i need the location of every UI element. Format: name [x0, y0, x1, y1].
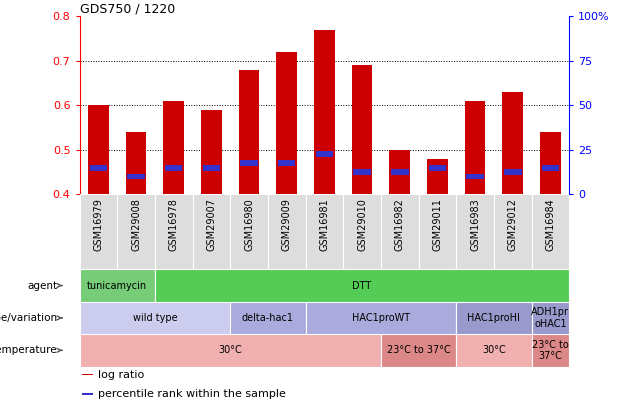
Bar [381, 334, 456, 367]
Bar [193, 194, 230, 269]
Bar [238, 70, 259, 194]
Bar [80, 269, 155, 302]
Bar [532, 302, 569, 334]
Bar [155, 269, 569, 302]
Bar [314, 30, 335, 194]
Bar [165, 165, 183, 171]
Text: 30°C: 30°C [218, 345, 242, 355]
Bar [429, 165, 446, 171]
Bar [126, 132, 146, 194]
Bar [127, 174, 145, 179]
Bar [117, 194, 155, 269]
Bar [155, 194, 193, 269]
Text: GSM29009: GSM29009 [282, 198, 292, 251]
Bar [201, 110, 222, 194]
Bar [276, 52, 297, 194]
Text: GSM16982: GSM16982 [395, 198, 404, 251]
Bar [540, 132, 561, 194]
Bar [532, 334, 569, 367]
Bar [80, 334, 381, 367]
Bar [80, 302, 230, 334]
Bar [504, 169, 522, 175]
Bar [381, 194, 418, 269]
Bar [90, 165, 107, 171]
Bar [502, 92, 523, 194]
Text: genotype/variation: genotype/variation [0, 313, 57, 323]
Text: ADH1pr
oHAC1: ADH1pr oHAC1 [532, 307, 569, 329]
Bar [466, 174, 484, 179]
Text: 30°C: 30°C [482, 345, 506, 355]
Bar [315, 151, 333, 157]
Bar [278, 160, 296, 166]
Bar [465, 101, 485, 194]
Text: DTT: DTT [352, 281, 371, 290]
Text: log ratio: log ratio [98, 370, 144, 380]
Text: GSM29008: GSM29008 [131, 198, 141, 251]
Text: GSM29010: GSM29010 [357, 198, 367, 251]
Bar [202, 165, 220, 171]
Text: percentile rank within the sample: percentile rank within the sample [98, 389, 286, 399]
Bar [305, 194, 343, 269]
Bar [456, 302, 532, 334]
Bar [418, 194, 456, 269]
Bar [391, 169, 408, 175]
Text: GSM29012: GSM29012 [508, 198, 518, 251]
Bar [456, 334, 532, 367]
Bar [82, 374, 93, 375]
Bar [427, 159, 448, 194]
Bar [163, 101, 184, 194]
Bar [268, 194, 305, 269]
Bar [88, 105, 109, 194]
Bar [494, 194, 532, 269]
Bar [230, 302, 305, 334]
Bar [343, 194, 381, 269]
Bar [80, 194, 117, 269]
Text: agent: agent [27, 281, 57, 290]
Bar [389, 150, 410, 194]
Text: GSM16978: GSM16978 [169, 198, 179, 251]
Bar [305, 302, 456, 334]
Text: HAC1proHI: HAC1proHI [467, 313, 520, 323]
Text: GSM29007: GSM29007 [206, 198, 216, 251]
Text: wild type: wild type [132, 313, 177, 323]
Bar [456, 194, 494, 269]
Text: GSM29011: GSM29011 [432, 198, 443, 251]
Text: temperature: temperature [0, 345, 57, 355]
Bar [532, 194, 569, 269]
Bar [542, 165, 559, 171]
Text: 23°C to 37°C: 23°C to 37°C [387, 345, 450, 355]
Text: tunicamycin: tunicamycin [87, 281, 147, 290]
Bar [82, 393, 93, 394]
Text: GDS750 / 1220: GDS750 / 1220 [80, 2, 175, 15]
Text: HAC1proWT: HAC1proWT [352, 313, 410, 323]
Bar [352, 65, 373, 194]
Text: GSM16980: GSM16980 [244, 198, 254, 251]
Bar [230, 194, 268, 269]
Text: GSM16983: GSM16983 [470, 198, 480, 251]
Text: delta-hac1: delta-hac1 [242, 313, 294, 323]
Text: 23°C to
37°C: 23°C to 37°C [532, 339, 569, 361]
Text: GSM16981: GSM16981 [319, 198, 329, 251]
Bar [353, 169, 371, 175]
Text: GSM16979: GSM16979 [93, 198, 103, 251]
Text: GSM16984: GSM16984 [546, 198, 555, 251]
Bar [240, 160, 258, 166]
